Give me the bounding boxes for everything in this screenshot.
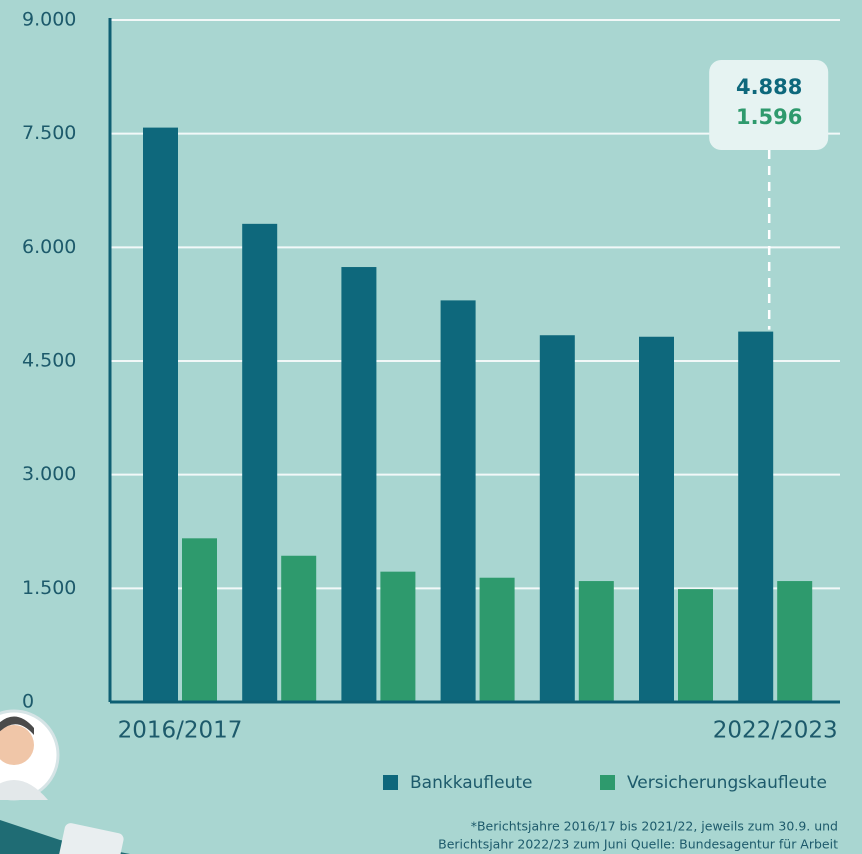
value-label: 1.596 — [736, 105, 802, 129]
footnote: *Berichtsjahre 2016/17 bis 2021/22, jewe… — [471, 819, 838, 834]
bar — [380, 571, 416, 702]
legend-label: Bankkaufleute — [410, 773, 533, 793]
decoration — [0, 709, 130, 854]
bar — [678, 589, 713, 702]
bar — [639, 336, 674, 702]
y-tick-label: 9.000 — [22, 9, 76, 31]
bar — [182, 538, 217, 702]
value-label: 4.888 — [736, 75, 802, 99]
legend-label: Versicherungskaufleute — [627, 773, 827, 793]
annotation-box — [709, 60, 829, 150]
bar — [777, 581, 813, 702]
y-tick-label: 7.500 — [22, 122, 76, 144]
bar — [578, 581, 614, 702]
y-tick-label: 0 — [22, 691, 34, 713]
legend-swatch — [383, 775, 398, 790]
y-tick-label: 1.500 — [22, 577, 76, 599]
bar — [539, 335, 575, 702]
bar — [281, 555, 317, 702]
legend-swatch — [600, 775, 615, 790]
avatar-body — [0, 780, 48, 800]
avatar-hair — [0, 716, 34, 735]
y-tick-label: 6.000 — [22, 236, 76, 258]
avatar-face — [0, 725, 34, 765]
y-tick-label: 4.500 — [22, 350, 76, 372]
x-tick-label: 2022/2023 — [713, 718, 838, 744]
phone — [58, 823, 124, 854]
bar — [440, 300, 476, 702]
bar — [738, 331, 774, 702]
bar — [143, 127, 178, 703]
y-tick-label: 3.000 — [22, 463, 76, 485]
bar — [242, 223, 278, 702]
x-tick-label: 2016/2017 — [118, 718, 243, 744]
bar — [341, 267, 377, 702]
device — [0, 820, 130, 854]
bar — [479, 577, 515, 702]
footnote: Berichtsjahr 2022/23 zum Juni Quelle: Bu… — [438, 837, 838, 852]
